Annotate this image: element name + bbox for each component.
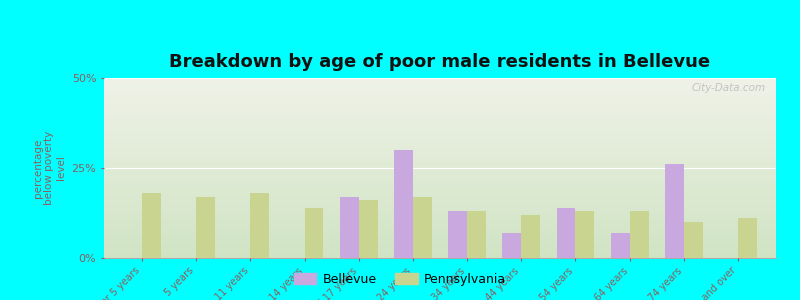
Bar [467, 211, 486, 258]
Bar [413, 197, 432, 258]
Bar [665, 164, 684, 258]
Bar [448, 211, 467, 258]
Bar [394, 150, 413, 258]
Bar [340, 197, 358, 258]
Bar [610, 233, 630, 258]
Bar [738, 218, 757, 258]
Bar [250, 193, 270, 258]
Bar [557, 208, 575, 258]
Bar [358, 200, 378, 258]
Text: City-Data.com: City-Data.com [692, 83, 766, 93]
Bar [684, 222, 703, 258]
Bar [196, 197, 215, 258]
Bar [575, 211, 594, 258]
Legend: Bellevue, Pennsylvania: Bellevue, Pennsylvania [289, 268, 511, 291]
Bar [305, 208, 323, 258]
Title: Breakdown by age of poor male residents in Bellevue: Breakdown by age of poor male residents … [170, 53, 710, 71]
Y-axis label: percentage
below poverty
level: percentage below poverty level [33, 131, 66, 205]
Bar [502, 233, 522, 258]
Bar [522, 215, 540, 258]
Bar [142, 193, 161, 258]
Bar [630, 211, 649, 258]
